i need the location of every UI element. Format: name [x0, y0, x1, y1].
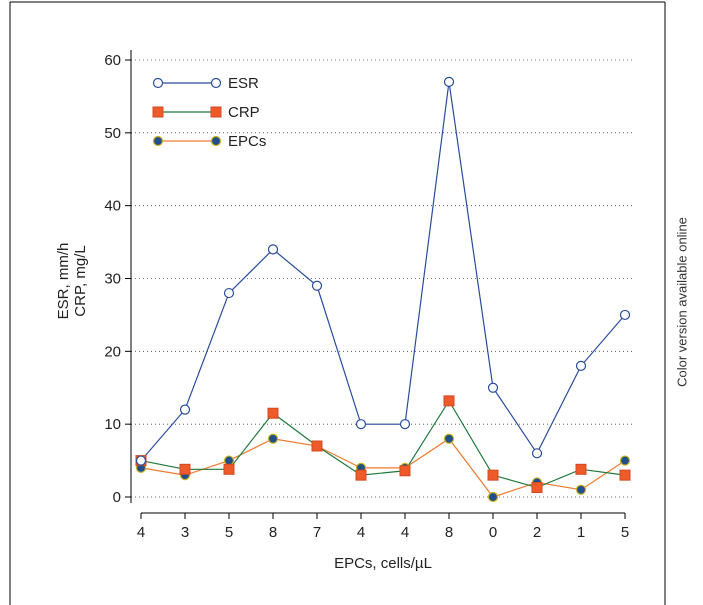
- point-epcs-8: [487, 491, 499, 503]
- point-esr-8: [487, 382, 499, 393]
- point-epcs-2: [223, 455, 235, 466]
- legend-marker-start-crp: [152, 106, 164, 118]
- legend-marker-start-esr: [152, 77, 164, 89]
- point-esr-11: [619, 309, 631, 321]
- point-esr-10: [575, 360, 587, 371]
- point-crp-1: [179, 463, 191, 475]
- figure-frame: [9, 1, 666, 605]
- point-esr-2: [223, 287, 235, 299]
- gridlines: [131, 59, 634, 498]
- series-line-epcs: [140, 437, 626, 498]
- y-axis-label: ESR, mm/hCRP, mg/L: [55, 243, 89, 320]
- point-crp-11: [619, 469, 631, 481]
- legend-marker-end-crp: [210, 106, 222, 118]
- point-crp-2: [223, 463, 235, 475]
- x-tick-label-8: 0: [489, 524, 497, 541]
- legend: ESR CRP EPCs: [152, 75, 266, 150]
- axes: [130, 50, 625, 514]
- point-epcs-10: [575, 484, 587, 495]
- x-tick-label-4: 7: [313, 524, 321, 541]
- point-crp-5: [355, 469, 367, 481]
- point-epcs-11: [619, 455, 631, 466]
- point-crp-9: [531, 482, 543, 494]
- y-axis-label-line-1: CRP, mg/L: [72, 245, 89, 316]
- point-crp-8: [487, 469, 499, 481]
- legend-label-esr: ESR: [228, 75, 259, 92]
- y-tick-label-10: 10: [104, 416, 121, 433]
- series-layer: [135, 76, 631, 503]
- legend-label-epcs: EPCs: [228, 133, 266, 150]
- y-axis-label-line-0: ESR, mm/h: [55, 243, 72, 320]
- legend-label-crp: CRP: [228, 104, 260, 121]
- legend-marker-end-epcs: [210, 135, 222, 147]
- x-tick-label-3: 8: [269, 524, 277, 541]
- series-line-esr: [140, 81, 626, 461]
- y-tick-label-30: 30: [104, 271, 121, 288]
- x-axis-ticks: 4 3 5 8 7 4 4 8 0 2 1 5: [137, 513, 629, 541]
- y-tick-label-60: 60: [104, 52, 121, 69]
- point-crp-6: [399, 465, 411, 477]
- point-esr-1: [179, 404, 191, 415]
- x-tick-label-6: 4: [401, 524, 409, 541]
- series-line-crp: [140, 399, 626, 489]
- y-tick-label-20: 20: [104, 343, 121, 360]
- point-esr-3: [267, 244, 279, 255]
- point-crp-7: [443, 395, 455, 407]
- point-esr-4: [311, 280, 323, 291]
- x-tick-label-7: 8: [445, 524, 453, 541]
- point-esr-0: [135, 455, 147, 466]
- y-tick-label-40: 40: [104, 198, 121, 215]
- point-crp-4: [311, 440, 323, 452]
- point-esr-9: [531, 448, 543, 459]
- x-tick-label-10: 1: [577, 524, 585, 541]
- point-epcs-7: [443, 433, 455, 444]
- point-esr-6: [399, 419, 411, 430]
- x-axis-label: EPCs, cells/µL: [334, 555, 432, 572]
- y-axis-ticks: 0 10 20 30 40 50 60: [104, 52, 131, 506]
- x-tick-label-11: 5: [621, 524, 629, 541]
- legend-marker-end-esr: [210, 77, 222, 89]
- y-tick-label-0: 0: [113, 489, 121, 506]
- y-tick-label-50: 50: [104, 125, 121, 142]
- x-tick-label-1: 3: [181, 524, 189, 541]
- point-esr-5: [355, 419, 367, 430]
- point-epcs-3: [267, 433, 279, 444]
- x-tick-label-0: 4: [137, 524, 145, 541]
- x-tick-label-2: 5: [225, 524, 233, 541]
- point-esr-7: [443, 76, 455, 87]
- point-crp-3: [267, 407, 279, 419]
- x-tick-label-9: 2: [533, 524, 541, 541]
- x-tick-label-5: 4: [357, 524, 365, 541]
- legend-marker-start-epcs: [152, 135, 164, 147]
- point-crp-10: [575, 463, 587, 475]
